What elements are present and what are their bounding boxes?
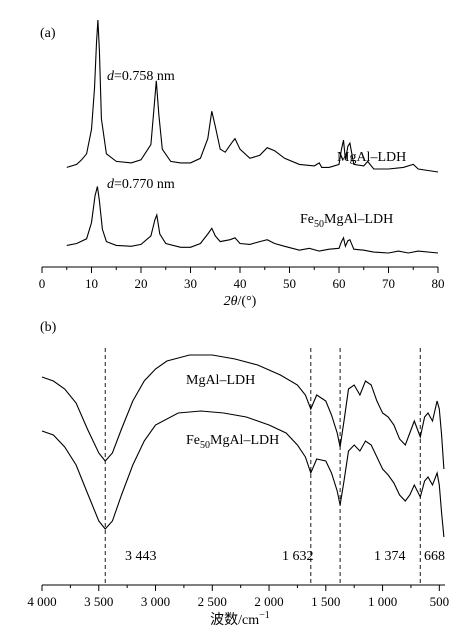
annotation-d-symbol: d — [107, 69, 115, 84]
x-tick-label: 500 — [430, 594, 450, 609]
panel-b-label: (b) — [40, 320, 57, 335]
series-line-fe50mgal-ldh — [41, 410, 445, 538]
annotation-d-value: =0.758 nm — [114, 69, 175, 84]
marker-label: 1 632 — [282, 549, 314, 564]
x-tick-label: 1 000 — [368, 594, 397, 609]
annotation-d-value: =0.770 nm — [114, 177, 175, 192]
x-tick-label: 30 — [184, 276, 197, 291]
panel-b-x-ticks: 4 000 3 500 3 000 2 500 2 000 1 500 1 000 500 — [27, 585, 449, 609]
legend-label-mgal-ldh: MgAl–LDH — [337, 150, 406, 165]
annotation-d-mgal: d=0.758 nm — [107, 69, 175, 84]
panel-b: (b) MgAl–LDH Fe50MgAl–LDH 3 443 1 632 1 37… — [27, 320, 449, 628]
annotation-d-femgal: d=0.770 nm — [107, 177, 175, 192]
panel-a-x-ticks: 0 10 20 30 40 50 60 70 80 — [39, 267, 445, 291]
x-tick-label: 2 000 — [254, 594, 283, 609]
x-tick-label: 50 — [283, 276, 296, 291]
x-tick-label: 10 — [85, 276, 98, 291]
marker-label: 668 — [424, 549, 445, 564]
panel-a: (a) d=0.758 nm MgAl–LDH d=0.770 nm Fe50M… — [39, 19, 445, 309]
panel-a-x-axis-title: 2θ/(°) — [224, 294, 257, 309]
panel-b-series — [41, 354, 445, 538]
x-tick-label: 4 000 — [27, 594, 56, 609]
x-tick-label: 80 — [432, 276, 445, 291]
marker-label: 1 374 — [374, 549, 406, 564]
x-tick-label: 2 500 — [198, 594, 227, 609]
panel-b-marker-labels: 3 443 1 632 1 374 668 — [125, 549, 445, 564]
x-tick-label: 3 000 — [141, 594, 170, 609]
legend-label-fe50mgal-ldh: Fe50MgAl–LDH — [300, 212, 393, 230]
series-line-mgal-ldh — [66, 19, 439, 173]
x-tick-label: 0 — [39, 276, 46, 291]
series-line-fe50mgal-ldh — [66, 186, 439, 254]
x-tick-label: 1 500 — [311, 594, 340, 609]
x-tick-label: 3 500 — [84, 594, 113, 609]
annotation-d-symbol: d — [107, 177, 115, 192]
x-tick-label: 40 — [234, 276, 247, 291]
panel-b-x-axis-title: 波数/cm−1 — [210, 610, 270, 628]
x-tick-label: 20 — [135, 276, 148, 291]
panel-a-label: (a) — [40, 26, 56, 41]
x-tick-label: 70 — [382, 276, 395, 291]
x-tick-label: 60 — [333, 276, 346, 291]
legend-label-fe50mgal-ldh-b: Fe50MgAl–LDH — [186, 433, 279, 451]
marker-label: 3 443 — [125, 549, 157, 564]
legend-label-mgal-ldh-b: MgAl–LDH — [186, 373, 255, 388]
panel-b-marker-lines — [104, 348, 421, 585]
series-line-mgal-ldh — [41, 354, 445, 470]
panel-a-series — [66, 19, 439, 254]
